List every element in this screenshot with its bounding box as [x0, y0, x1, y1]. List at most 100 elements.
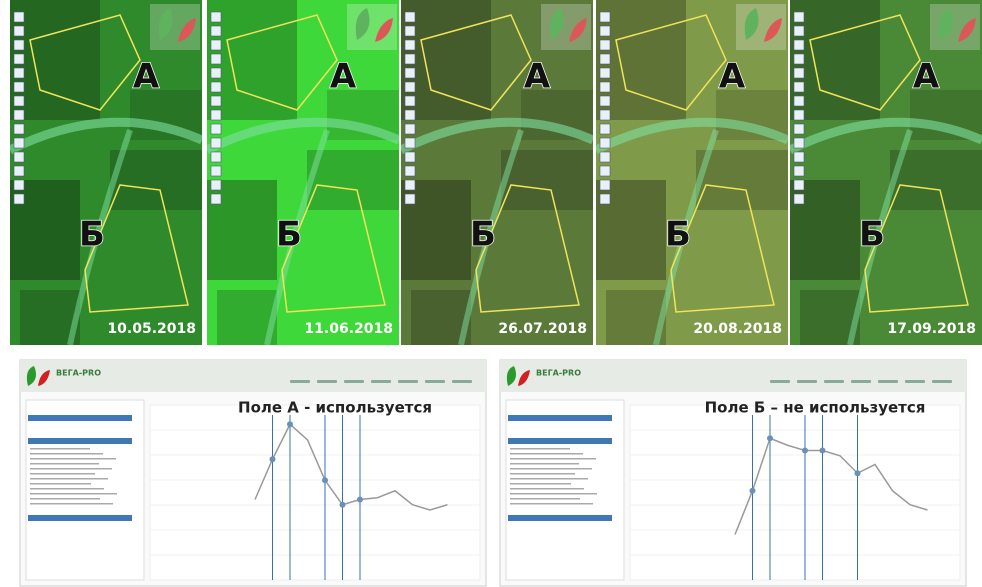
- panel-content: А Б 10.05.2018: [10, 0, 202, 345]
- field-a-outline: [420, 14, 532, 111]
- toolbar-icon: [13, 151, 25, 163]
- image-bg: [10, 0, 202, 345]
- panel-content: А Б 11.06.2018: [207, 0, 399, 345]
- sidebar-line: [510, 448, 570, 450]
- field-label: А: [133, 57, 160, 97]
- nav-item: [797, 380, 817, 383]
- app-screenshot: ВЕГА-PRO Поле Б – не используется: [499, 359, 967, 587]
- logo-leaf: [958, 18, 976, 42]
- image-bg: [207, 0, 399, 345]
- field-a-outline: [615, 14, 727, 111]
- field-label: Б: [79, 215, 105, 255]
- marker-point: [357, 496, 363, 503]
- field-patch: [207, 0, 297, 120]
- river: [207, 117, 399, 155]
- toolbar-icon: [404, 193, 416, 205]
- sidebar-line: [510, 478, 588, 480]
- sidebar: [505, 399, 625, 581]
- field-b-outline: [281, 184, 386, 313]
- marker-point: [322, 477, 328, 484]
- toolbar-icon: [404, 67, 416, 79]
- logo-leaf: [178, 18, 196, 42]
- toolbar-icon: [599, 179, 611, 191]
- toolbar-icon: [13, 39, 25, 51]
- sidebar-line: [30, 493, 117, 495]
- panel-content: А Б 26.07.2018: [401, 0, 593, 345]
- toolbar-icon: [793, 25, 805, 37]
- satellite-panel: А Б 11.06.2018: [207, 0, 399, 345]
- toolbar-icon: [404, 109, 416, 121]
- field-a-outline: [29, 14, 141, 111]
- toolbar-icon: [13, 123, 25, 135]
- logo-bg: [541, 4, 591, 50]
- field-a-outline: [809, 14, 921, 111]
- field-patch: [10, 0, 100, 120]
- logo-leaf: [38, 370, 50, 386]
- sidebar-line: [510, 468, 592, 470]
- nav-item: [398, 380, 418, 383]
- logo-leaf: [569, 18, 587, 42]
- toolbar-icon: [793, 67, 805, 79]
- toolbar-icon: [793, 151, 805, 163]
- toolbar-icon: [210, 95, 222, 107]
- field-patch: [110, 150, 202, 210]
- toolbar-icon: [404, 151, 416, 163]
- marker-point: [287, 421, 293, 428]
- toolbar-icon: [13, 11, 25, 23]
- field-patch: [790, 0, 880, 120]
- toolbar-icon: [13, 109, 25, 121]
- sidebar-line: [30, 473, 95, 475]
- field-label: А: [330, 57, 357, 97]
- toolbar-icon: [13, 179, 25, 191]
- sidebar: [25, 399, 145, 581]
- river: [10, 117, 202, 155]
- satellite-panel: А Б 20.08.2018: [596, 0, 788, 345]
- sidebar-line: [30, 503, 113, 505]
- nav-item: [770, 380, 790, 383]
- logo-leaf: [506, 366, 516, 386]
- toolbar-icon: [404, 39, 416, 51]
- sidebar-bar: [28, 515, 132, 521]
- river: [596, 117, 788, 155]
- toolbar-icon: [210, 81, 222, 93]
- nav-item: [317, 380, 337, 383]
- nav-item: [452, 380, 472, 383]
- plot-area: [149, 404, 481, 581]
- field-label: Б: [276, 215, 302, 255]
- toolbar-icon: [599, 193, 611, 205]
- logo-bg: [930, 4, 980, 50]
- image-date: 26.07.2018: [498, 321, 587, 337]
- toolbar-icon: [404, 179, 416, 191]
- sidebar-bar: [28, 415, 132, 421]
- toolbar-icon: [13, 137, 25, 149]
- plot-area: [629, 404, 961, 581]
- logo-bg: [347, 4, 397, 50]
- toolbar-icon: [210, 53, 222, 65]
- logo-leaf: [375, 18, 393, 42]
- sidebar-line: [510, 483, 571, 485]
- image-bg: [401, 0, 593, 345]
- toolbar-icon: [13, 165, 25, 177]
- sidebar-line: [510, 458, 596, 460]
- toolbar-icon: [793, 95, 805, 107]
- panel-content: А Б 20.08.2018: [596, 0, 788, 345]
- toolbar-icon: [210, 109, 222, 121]
- toolbar-icon: [210, 67, 222, 79]
- toolbar-icon: [599, 25, 611, 37]
- logo-leaf: [549, 8, 564, 40]
- field-patch: [501, 150, 593, 210]
- toolbar-icon: [793, 137, 805, 149]
- image-bg: [596, 0, 788, 345]
- panel-content: А Б 17.09.2018: [790, 0, 982, 345]
- image-date: 10.05.2018: [107, 321, 196, 337]
- logo-bg: [736, 4, 786, 50]
- field-b-outline: [670, 184, 775, 313]
- sidebar-line: [510, 463, 579, 465]
- field-b-outline: [864, 184, 969, 313]
- toolbar-icon: [599, 109, 611, 121]
- field-label: А: [719, 57, 746, 97]
- sidebar-line: [30, 478, 108, 480]
- sidebar-line: [510, 498, 580, 500]
- logo-bg: [150, 4, 200, 50]
- toolbar-icon: [404, 81, 416, 93]
